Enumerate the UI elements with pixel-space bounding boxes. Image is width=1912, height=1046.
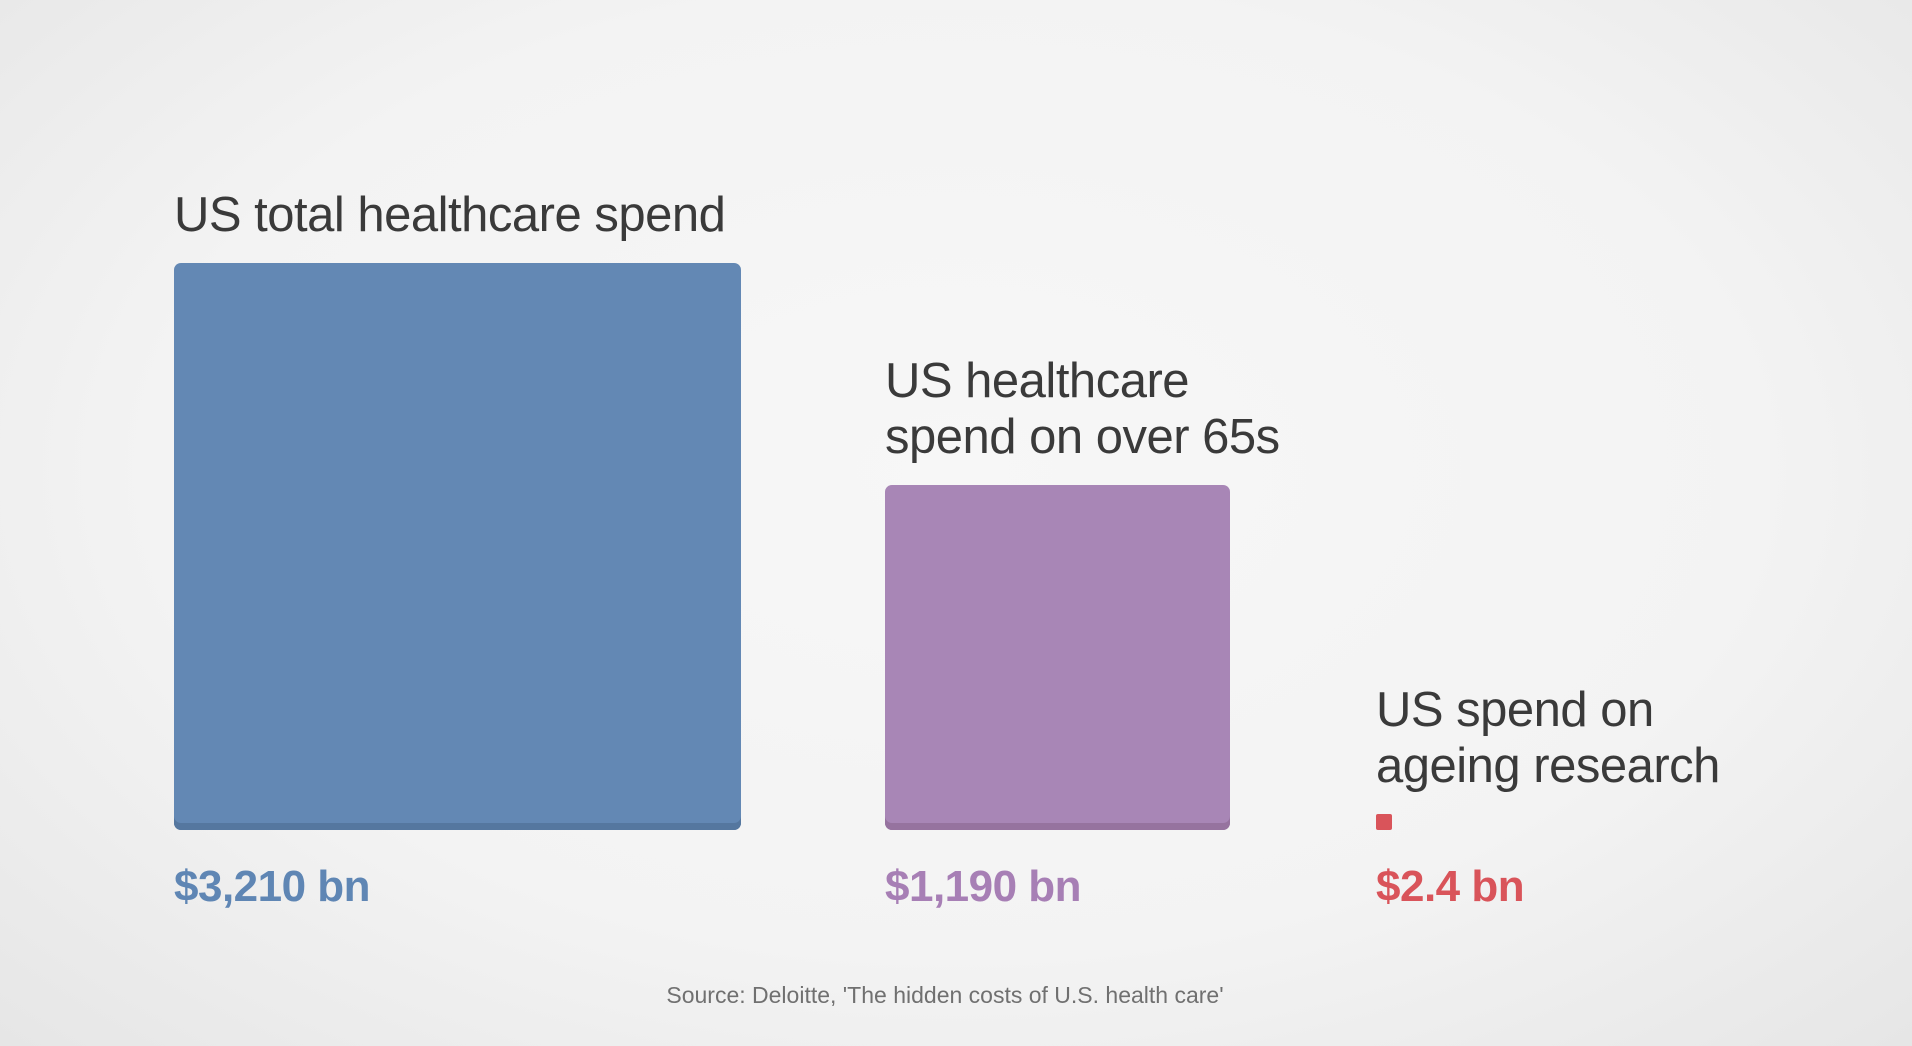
category-label-line: spend on over 65s <box>885 409 1280 464</box>
value-label-ageing-research: $2.4 bn <box>1376 862 1525 911</box>
category-label-line: ageing research <box>1376 739 1720 794</box>
value-label-over-65s: $1,190 bn <box>885 862 1082 911</box>
value-label-total-spend: $3,210 bn <box>174 862 371 911</box>
category-label-ageing-research: US spend on ageing research <box>1376 682 1720 794</box>
square-over-65s <box>885 484 1231 830</box>
category-label-line: US total healthcare spend <box>174 188 726 242</box>
category-label-line: US spend on <box>1376 683 1654 738</box>
source-note: Source: Deloitte, 'The hidden costs of U… <box>666 982 1224 1008</box>
category-label-line: US healthcare <box>885 353 1190 408</box>
category-label-total-spend: US total healthcare spend <box>174 187 726 243</box>
square-total-spend <box>174 263 741 830</box>
category-label-over-65s: US healthcare spend on over 65s <box>885 353 1280 465</box>
square-ageing-research <box>1376 814 1392 830</box>
